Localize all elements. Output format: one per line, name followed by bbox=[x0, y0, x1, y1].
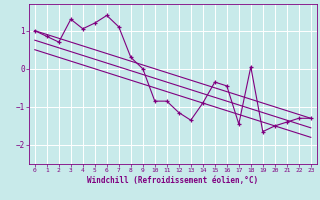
X-axis label: Windchill (Refroidissement éolien,°C): Windchill (Refroidissement éolien,°C) bbox=[87, 176, 258, 185]
